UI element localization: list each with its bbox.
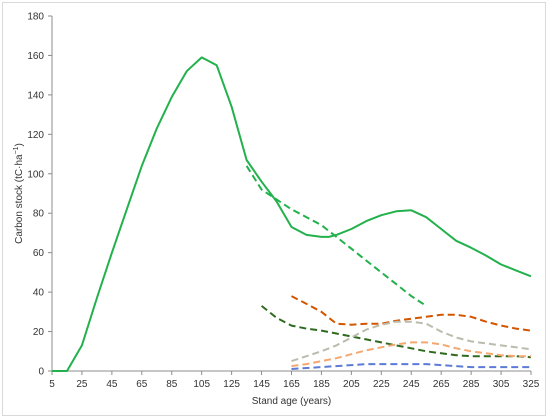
y-axis-title-sup: −1 [13,146,20,154]
x-tick-label: 165 [283,379,300,390]
x-tick-label: 205 [343,379,360,390]
y-tick-label: 0 [38,367,44,378]
x-axis-title: Stand age (years) [252,396,332,407]
x-tick-label: 225 [373,379,390,390]
series-line-7 [291,363,531,370]
axis-labels: 0 20 40 60 80 100 120 140 160 180 5 25 45 65 85 105 125 1… [13,12,540,408]
x-tick-label: 265 [433,379,450,390]
x-tick-label: 25 [76,379,88,390]
y-tick-label: 120 [27,130,44,141]
x-tick-label: 145 [253,379,270,390]
x-tick-label: 125 [223,379,240,390]
series-line-1 [52,56,532,372]
x-tick-label: 5 [49,379,55,390]
y-tick-label: 20 [33,327,45,338]
x-tick-label: 305 [493,379,510,390]
y-tick-label: 180 [27,12,44,23]
x-tick-label: 105 [193,379,210,390]
series-line-2 [245,165,427,307]
y-tick-label: 140 [27,90,44,101]
y-axis-title: Carbon stock (tC·ha−1) [13,143,25,244]
y-tick-label: 80 [33,209,45,220]
series-line-6 [291,341,531,368]
x-tick-label: 325 [523,379,540,390]
y-axis-title-close: ) [14,143,25,146]
y-tick-label: 100 [27,169,44,180]
x-tick-label: 85 [166,379,178,390]
chart-frame [2,2,546,416]
y-tick-label: 160 [27,51,44,62]
series-line-3 [260,305,532,359]
x-tick-label: 65 [136,379,148,390]
axes [48,15,532,375]
series-line-5 [291,320,532,363]
x-tick-label: 185 [313,379,330,390]
x-tick-label: 245 [403,379,420,390]
y-tick-label: 60 [33,248,45,259]
x-tick-label: 45 [106,379,118,390]
x-tick-label: 285 [463,379,480,390]
series-line-4 [291,295,532,332]
series-group [52,56,532,372]
y-axis-title-main: Carbon stock (tC·ha [14,154,25,244]
y-tick-label: 40 [33,288,45,299]
